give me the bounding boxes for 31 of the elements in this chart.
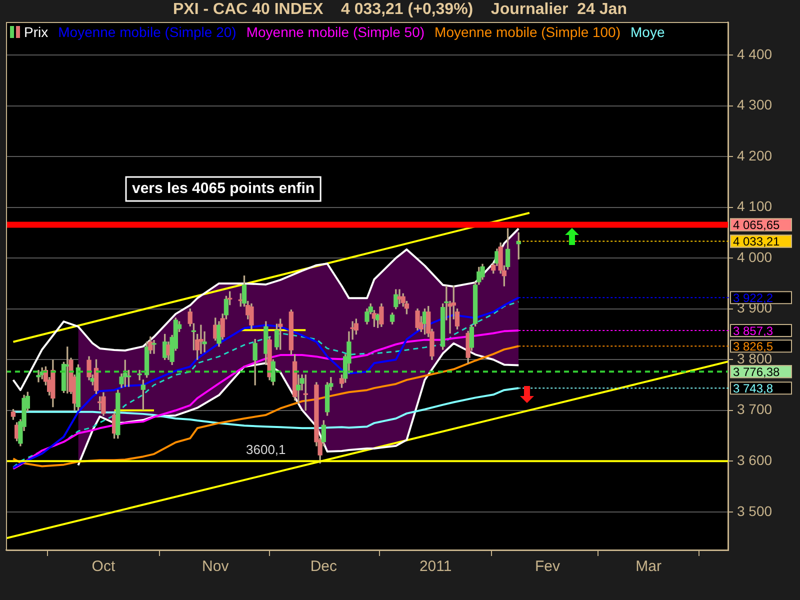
annotation: 4 033,21 xyxy=(733,234,780,249)
x-tick-label: Dec xyxy=(310,558,338,576)
x-tick-label: 2011 xyxy=(419,558,452,576)
ref-line-label: 3 776,38 xyxy=(733,364,780,379)
annotation: 3 743,8 xyxy=(733,381,774,396)
annotation: vers les 4065 points enfin xyxy=(132,180,315,198)
y-tick-label: 3 600 xyxy=(737,452,772,468)
text: Moyenne mobile (Simple 20) xyxy=(58,24,236,40)
y-tick-label: 4 400 xyxy=(737,46,772,62)
text: Moyenne mobile (Simple 100) xyxy=(434,24,621,40)
legend-label: Prix xyxy=(23,24,48,40)
ref-line-label: 4 065,65 xyxy=(733,218,780,232)
y-tick-label: 3 700 xyxy=(737,401,772,418)
annotation: 3 826,5 xyxy=(733,339,774,354)
candlestick xyxy=(137,370,142,380)
annotation: 3 857,3 xyxy=(733,324,774,338)
y-tick-label: 4 100 xyxy=(737,198,772,214)
chart-title: PXI - CAC 40 INDEX 4 033,21 (+0,39%) Journalier 24 Jan xyxy=(172,1,628,19)
x-tick-label: Fev xyxy=(534,558,560,576)
x-tick-label: Oct xyxy=(92,558,116,576)
candlestick xyxy=(152,340,156,354)
y-tick-label: 3 500 xyxy=(737,502,772,519)
ref-line-label: 3600,1 xyxy=(246,442,286,458)
candlestick xyxy=(36,370,41,382)
text: Moyenne mobile (Simple 50) xyxy=(246,24,425,40)
y-tick-label: 4 000 xyxy=(737,248,772,265)
x-tick-label: Nov xyxy=(202,558,230,576)
y-tick-label: 4 300 xyxy=(737,96,772,113)
y-tick-label: 4 200 xyxy=(737,147,772,164)
text: Moye xyxy=(630,24,665,40)
x-tick-label: Mar xyxy=(636,558,662,576)
